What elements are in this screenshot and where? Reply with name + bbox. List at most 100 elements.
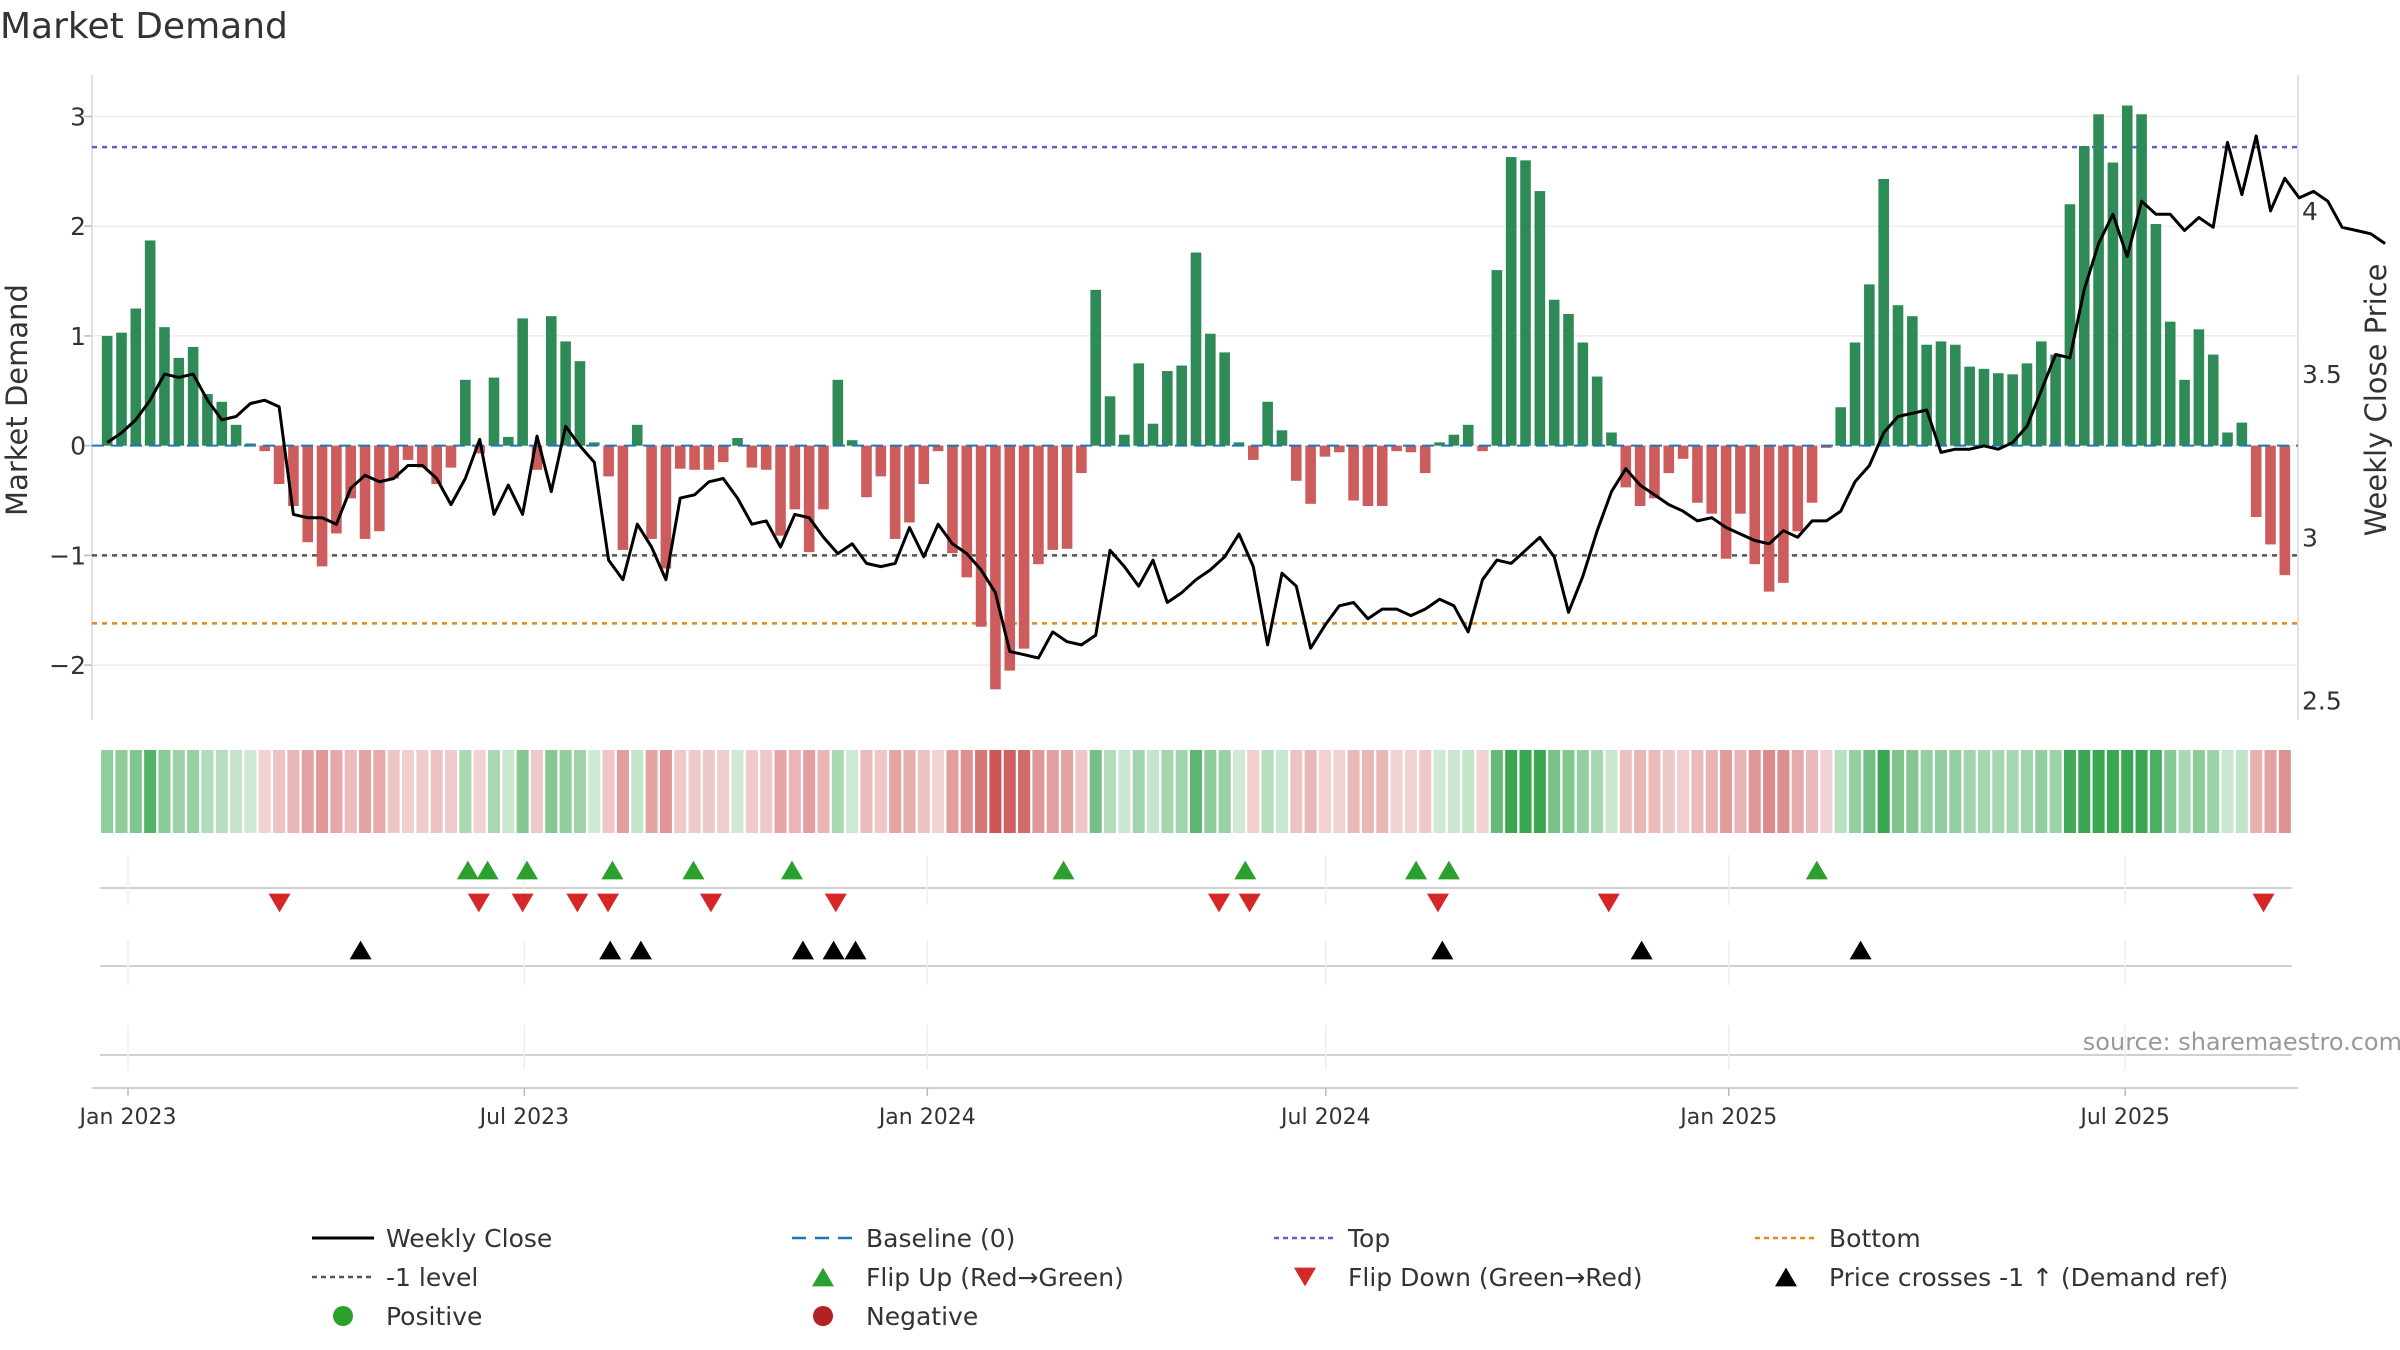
heat-cell — [1003, 750, 1016, 833]
demand-bar — [2064, 204, 2076, 446]
demand-bar — [861, 445, 872, 498]
heat-cell — [144, 750, 157, 833]
x-tick-label: Jan 2023 — [78, 1105, 177, 1130]
heat-cell — [1505, 750, 1518, 833]
legend-item: Bottom — [1755, 1224, 1921, 1253]
heat-cell — [172, 750, 185, 833]
demand-bar — [2193, 329, 2205, 446]
demand-bar — [1348, 445, 1359, 501]
flip-up-marker — [1405, 860, 1428, 880]
demand-bar — [2050, 354, 2061, 446]
demand-bar — [1061, 445, 1073, 549]
heat-cell — [1705, 750, 1718, 833]
demand-bar — [460, 379, 471, 446]
legend-item: Weekly Close — [312, 1224, 552, 1253]
demand-bar — [1248, 445, 1259, 460]
demand-bar — [1462, 424, 1474, 446]
heat-cell — [1462, 750, 1475, 833]
heat-cell — [2121, 750, 2134, 833]
flip-up-marker — [1805, 860, 1828, 880]
heat-cell — [344, 750, 357, 833]
demand-bar — [1262, 401, 1273, 446]
heat-cell — [201, 750, 214, 833]
heat-cell — [946, 750, 959, 833]
demand-bar — [1577, 342, 1589, 446]
heat-cell — [559, 750, 572, 833]
demand-bar — [2250, 445, 2262, 517]
demand-bar — [1162, 371, 1173, 446]
heat-cell — [330, 750, 343, 833]
demand-bar — [617, 445, 629, 550]
heat-cell — [774, 750, 787, 833]
left-y-ticks: 3 2 1 0 −1 −2 — [49, 102, 92, 680]
heat-cell — [430, 750, 443, 833]
chart-title: Market Demand — [0, 6, 288, 47]
demand-bar — [1333, 445, 1345, 453]
demand-bar — [1720, 445, 1732, 559]
legend-label: Price crosses -1 ↑ (Demand ref) — [1829, 1263, 2228, 1292]
demand-bar — [1176, 365, 1187, 446]
heat-cell — [1920, 750, 1933, 833]
demand-bar — [689, 445, 700, 470]
demand-bar — [1792, 445, 1804, 532]
demand-bar — [259, 445, 271, 452]
heat-cell — [1734, 750, 1747, 833]
demand-bar — [474, 445, 485, 454]
legend-item: Flip Down (Green→Red) — [1294, 1263, 1643, 1292]
heat-cell — [1447, 750, 1460, 833]
right-y-axis-label: Weekly Close Price — [2359, 264, 2393, 537]
heat-cell — [1275, 750, 1288, 833]
demand-bar — [488, 377, 500, 446]
heat-cell — [2149, 750, 2162, 833]
heat-cell — [1677, 750, 1690, 833]
heat-cell — [1519, 750, 1532, 833]
demand-bar — [1677, 445, 1689, 459]
demand-bar — [1190, 252, 1202, 446]
demand-bar — [1992, 373, 2004, 446]
heat-cell — [602, 750, 615, 833]
heat-cell — [1591, 750, 1604, 833]
demand-bar — [1434, 442, 1445, 446]
heat-cell — [2020, 750, 2033, 833]
heat-cell — [2264, 750, 2277, 833]
heat-cell — [273, 750, 286, 833]
flip-up-marker — [601, 860, 624, 880]
heat-cell — [1318, 750, 1331, 833]
heat-cell — [788, 750, 801, 833]
demand-bar — [1692, 445, 1703, 503]
heat-cell — [2207, 750, 2220, 833]
heat-cell — [101, 750, 114, 833]
cross-up-marker — [1849, 940, 1872, 960]
flip-up-marker — [780, 860, 803, 880]
demand-bar — [1205, 333, 1216, 446]
heat-cell — [1820, 750, 1833, 833]
heat-cell — [2164, 750, 2177, 833]
demand-bar — [1950, 344, 1961, 446]
heat-cell — [2063, 750, 2076, 833]
demand-bar — [1520, 160, 1531, 446]
heat-cell — [846, 750, 859, 833]
heat-cell — [960, 750, 973, 833]
cross-up-marker — [822, 940, 845, 960]
left-y-axis-label: Market Demand — [0, 284, 34, 516]
demand-bar — [1219, 352, 1230, 446]
demand-bar — [503, 436, 514, 446]
heat-cell — [2078, 750, 2091, 833]
demand-bar — [1090, 289, 1102, 446]
flip-down-marker — [2252, 893, 2275, 913]
demand-bar — [1104, 396, 1116, 446]
flip-down-marker — [1238, 893, 1261, 913]
heat-cell — [2092, 750, 2105, 833]
demand-bar — [760, 445, 772, 470]
cross-up-marker — [349, 940, 372, 960]
demand-bar — [273, 445, 285, 485]
x-tick-label: Jan 2024 — [877, 1105, 976, 1130]
demand-bar — [1448, 434, 1460, 446]
demand-bar — [1864, 284, 1875, 446]
heat-cell — [1849, 750, 1862, 833]
heat-cell — [932, 750, 945, 833]
demand-bar — [345, 445, 357, 499]
signal-panel-gridlines — [127, 855, 2126, 1070]
heat-cell — [258, 750, 271, 833]
demand-bar — [990, 445, 1001, 690]
